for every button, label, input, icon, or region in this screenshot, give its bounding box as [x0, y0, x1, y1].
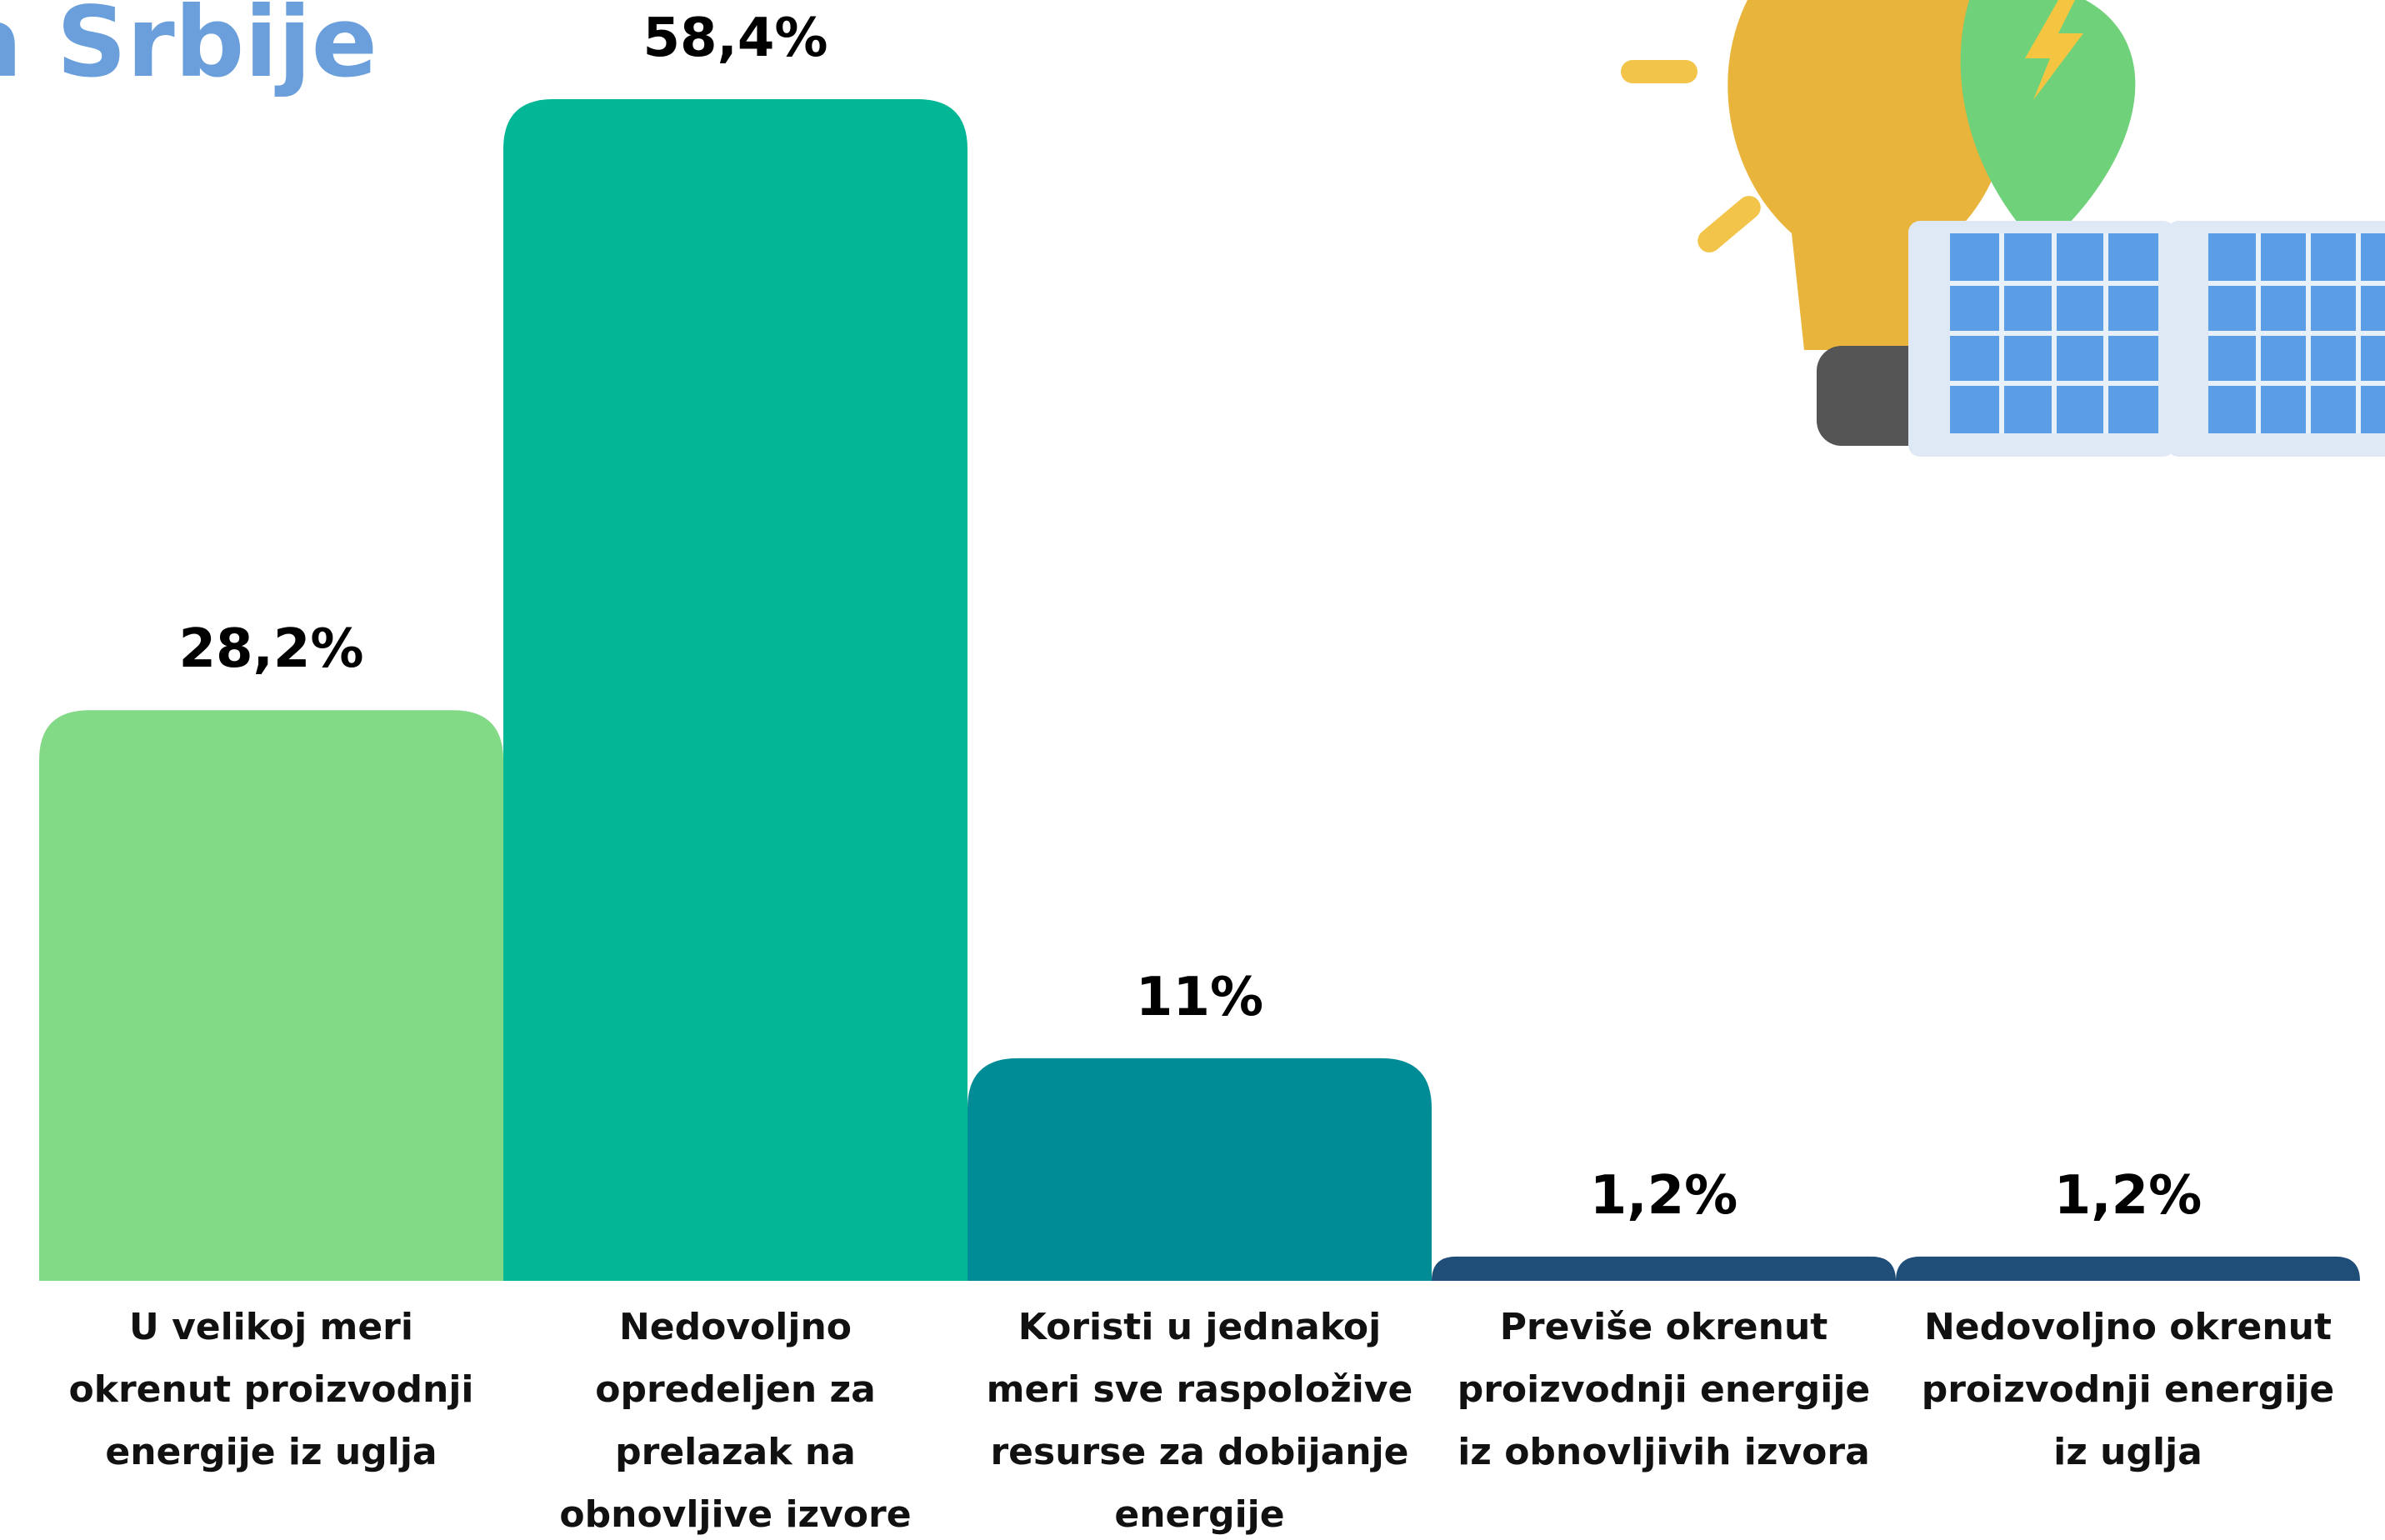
x-tick-label: Nedovoljno okrenut proizvodnji energije … — [1921, 1306, 2335, 1473]
bar — [39, 710, 503, 1281]
illustration — [1621, 0, 2385, 457]
bar — [1896, 1256, 2360, 1281]
bar — [1432, 1256, 1896, 1281]
x-tick-label: Nedovoljno opredeljen za prelazak na obn… — [559, 1306, 912, 1536]
value-label: 1,2% — [2053, 1164, 2202, 1227]
bar — [968, 1058, 1432, 1281]
chart-title: na Srbije — [0, 0, 378, 99]
value-label: 28,2% — [178, 618, 364, 681]
value-label: 11% — [1135, 966, 1264, 1028]
bar — [503, 99, 968, 1281]
x-tick-label: Previše okrenut proizvodnji energije iz … — [1457, 1306, 1871, 1473]
value-label: 1,2% — [1589, 1164, 1738, 1227]
x-tick-label: U velikoj meri okrenut proizvodnji energ… — [68, 1306, 474, 1473]
value-label: 58,4% — [642, 8, 828, 69]
x-tick-label: Koristi u jednakoj meri sve raspoložive … — [986, 1306, 1413, 1536]
